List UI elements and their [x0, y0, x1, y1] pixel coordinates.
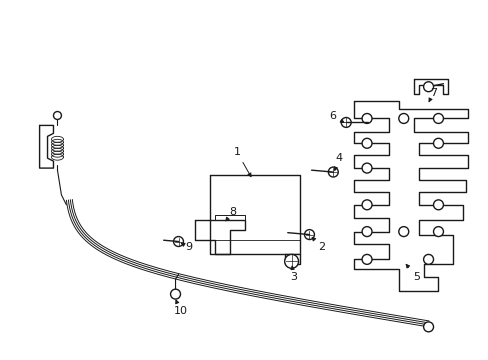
Text: 8: 8 [225, 207, 236, 221]
Text: 10: 10 [173, 300, 187, 316]
Circle shape [170, 289, 180, 299]
Circle shape [304, 230, 314, 239]
Polygon shape [284, 255, 299, 264]
Circle shape [361, 113, 371, 123]
Polygon shape [353, 100, 468, 291]
Circle shape [284, 255, 298, 268]
Circle shape [433, 227, 443, 237]
Circle shape [433, 138, 443, 148]
Circle shape [361, 163, 371, 173]
Polygon shape [195, 220, 244, 255]
Circle shape [173, 237, 183, 247]
Text: 4: 4 [334, 153, 342, 170]
Circle shape [423, 82, 433, 92]
Text: 5: 5 [406, 264, 419, 282]
Polygon shape [40, 125, 53, 168]
Text: 7: 7 [428, 88, 436, 102]
Circle shape [423, 322, 433, 332]
Text: 9: 9 [181, 243, 192, 252]
Circle shape [361, 255, 371, 264]
Circle shape [398, 113, 408, 123]
Circle shape [53, 112, 61, 120]
Polygon shape [413, 79, 447, 94]
Circle shape [361, 227, 371, 237]
Circle shape [433, 113, 443, 123]
Circle shape [341, 117, 350, 127]
Polygon shape [210, 175, 299, 255]
Circle shape [327, 167, 338, 177]
Circle shape [398, 227, 408, 237]
Circle shape [433, 200, 443, 210]
Text: 2: 2 [311, 237, 325, 252]
Text: 1: 1 [233, 147, 250, 177]
Circle shape [361, 200, 371, 210]
Circle shape [361, 138, 371, 148]
Text: 3: 3 [289, 266, 297, 282]
Circle shape [423, 255, 433, 264]
Text: 6: 6 [328, 111, 343, 122]
